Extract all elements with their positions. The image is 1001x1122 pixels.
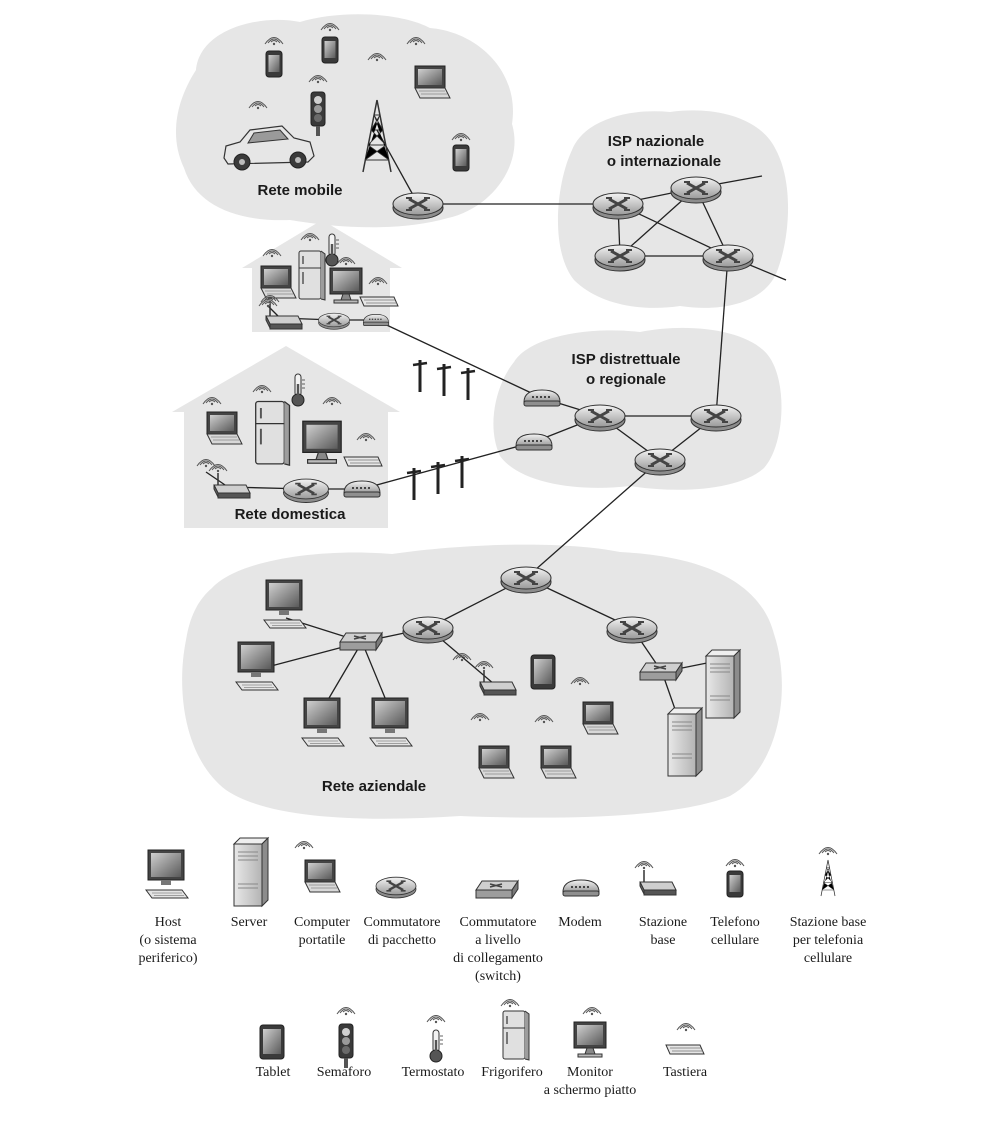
host-icon — [301, 697, 345, 747]
legend-cell-tower-icon — [820, 859, 836, 897]
legend-fridge-1: Frigorifero — [481, 1065, 542, 1080]
router-icon — [605, 615, 659, 645]
legend-switch-1: Commutatore — [460, 915, 537, 930]
legend-fridge-icon — [502, 1010, 530, 1061]
legend-server-1: Server — [231, 915, 268, 930]
legend-modem-icon — [562, 879, 600, 897]
router-icon — [669, 175, 723, 205]
region-label-regional-isp-2: o regionale — [586, 371, 666, 388]
legend-base-station-icon — [635, 862, 676, 896]
legend-cell-tower-3: cellulare — [804, 951, 852, 966]
tablet-icon — [530, 654, 556, 690]
mobile-network-cloud — [175, 14, 515, 228]
host-icon — [369, 697, 413, 747]
legend-thermostat-1: Termostato — [402, 1065, 465, 1080]
legend-host-icon — [145, 849, 189, 899]
legend-host-1: Host — [155, 915, 182, 930]
region-label-home: Rete domestica — [235, 506, 347, 523]
regional-isp-cloud — [493, 327, 782, 490]
region-label-enterprise: Rete aziendale — [322, 778, 426, 795]
legend-thermostat-icon — [429, 1029, 444, 1063]
legend-monitor-icon — [573, 1021, 607, 1058]
home-network-lower: Rete domestica — [196, 373, 383, 523]
legend-monitor-2: a schermo piatto — [544, 1083, 637, 1098]
laptop-icon — [260, 265, 297, 299]
router-icon — [593, 243, 647, 273]
host-icon — [235, 641, 279, 691]
legend-tablet-icon — [259, 1024, 285, 1060]
legend-cell-phone-2: cellulare — [711, 933, 759, 948]
laptop-icon — [414, 65, 451, 99]
router-icon — [317, 312, 351, 331]
legend-router-2: di pacchetto — [368, 933, 436, 948]
region-label-national-isp-1: ISP nazionale — [608, 133, 704, 150]
legend-switch-icon — [475, 880, 519, 899]
region-label-regional-isp-1: ISP distrettuale — [572, 351, 681, 368]
router-icon — [689, 403, 743, 433]
router-icon — [573, 403, 627, 433]
router-icon — [282, 477, 330, 504]
legend-laptop-icon — [304, 859, 341, 893]
legend-server-icon — [233, 837, 269, 907]
modem-icon — [343, 480, 381, 498]
legend-laptop-2: portatile — [299, 933, 346, 948]
regional-isp: ISP distrettuale o regionale — [515, 351, 743, 477]
legend-row-2: Tablet Semaforo Termostato Frigorifero M… — [256, 999, 708, 1098]
router-icon — [391, 191, 445, 221]
legend-cell-tower-1: Stazione base — [790, 915, 867, 930]
legend-base-station-2: base — [651, 933, 676, 948]
legend-traffic-light-1: Semaforo — [317, 1065, 371, 1080]
cell-phone-icon — [321, 36, 339, 64]
server-icon — [705, 649, 741, 719]
legend-modem-1: Modem — [558, 915, 602, 930]
switch-icon — [339, 632, 383, 651]
legend-keyboard-icon — [665, 1044, 705, 1055]
legend-cell-phone-icon — [726, 870, 744, 898]
router-icon — [401, 615, 455, 645]
laptop-icon — [206, 411, 243, 445]
router-icon — [701, 243, 755, 273]
router-icon — [591, 191, 645, 221]
legend-keyboard-1: Tastiera — [663, 1065, 708, 1080]
legend-host-3: periferico) — [138, 951, 197, 966]
legend-cell-tower-2: per telefonia — [793, 933, 864, 948]
region-label-mobile: Rete mobile — [257, 182, 342, 199]
legend: Host (o sistema periferico) Server Compu… — [138, 837, 867, 984]
legend-monitor-1: Monitor — [567, 1065, 613, 1080]
cell-phone-icon — [265, 50, 283, 78]
laptop-icon — [582, 701, 619, 735]
legend-base-station-1: Stazione — [639, 915, 687, 930]
laptop-icon — [540, 745, 577, 779]
mobile-network: Rete mobile — [223, 23, 471, 221]
legend-switch-2: a livello — [475, 933, 521, 948]
fridge-icon — [254, 400, 291, 467]
modem-icon — [515, 433, 553, 451]
cell-phone-icon — [452, 144, 470, 172]
router-icon — [499, 565, 553, 595]
switch-icon — [639, 662, 683, 681]
fridge-icon — [298, 250, 326, 301]
legend-router-icon — [374, 876, 418, 900]
keyboard-icon — [359, 296, 399, 307]
router-icon — [633, 447, 687, 477]
legend-traffic-light-icon — [338, 1023, 354, 1069]
legend-tablet-1: Tablet — [256, 1065, 291, 1080]
enterprise-network: Rete aziendale — [235, 565, 741, 795]
legend-router-1: Commutatore — [364, 915, 441, 930]
region-label-national-isp-2: o internazionale — [607, 153, 721, 170]
keyboard-icon — [343, 456, 383, 467]
modem-icon — [362, 313, 390, 327]
modem-icon — [523, 389, 561, 407]
legend-cell-phone-1: Telefono — [710, 915, 760, 930]
utility-poles — [405, 358, 477, 502]
legend-laptop-1: Computer — [294, 915, 350, 930]
server-icon — [667, 707, 703, 777]
laptop-icon — [478, 745, 515, 779]
legend-switch-4: (switch) — [475, 969, 521, 984]
national-isp: ISP nazionale o internazionale — [591, 133, 755, 273]
host-icon — [263, 579, 307, 629]
legend-switch-3: di collegamento — [453, 951, 543, 966]
legend-host-2: (o sistema — [139, 933, 197, 948]
